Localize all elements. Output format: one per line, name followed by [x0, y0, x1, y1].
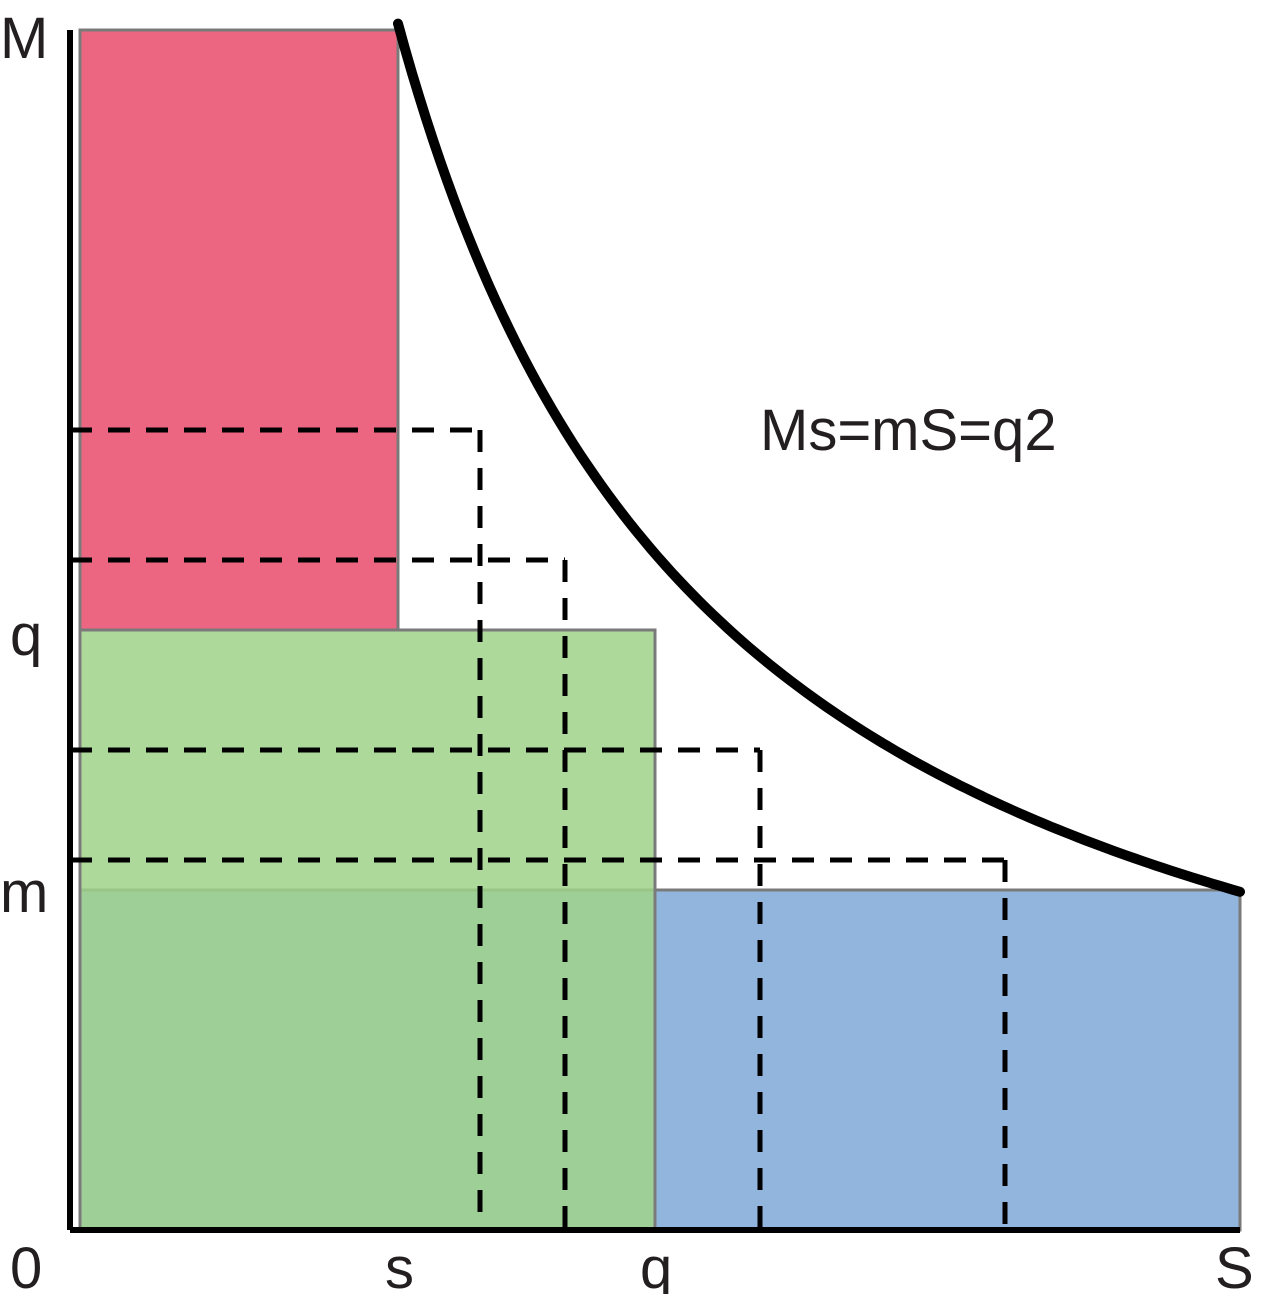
- x-axis-label-q: q: [640, 1236, 672, 1294]
- y-axis-label-M: M: [0, 6, 48, 71]
- y-axis-label-q: q: [10, 603, 42, 668]
- y-axis-label-m: m: [0, 860, 48, 925]
- x-axis-label-0: 0: [10, 1236, 42, 1294]
- geometric-mean-diagram: Ms=mS=q2 M q m 0 s q S: [0, 0, 1271, 1294]
- equation-label: Ms=mS=q2: [760, 398, 1057, 463]
- x-axis-label-S: S: [1215, 1236, 1254, 1294]
- colored-rectangles: [80, 30, 1240, 1230]
- x-axis-label-s: s: [385, 1236, 414, 1294]
